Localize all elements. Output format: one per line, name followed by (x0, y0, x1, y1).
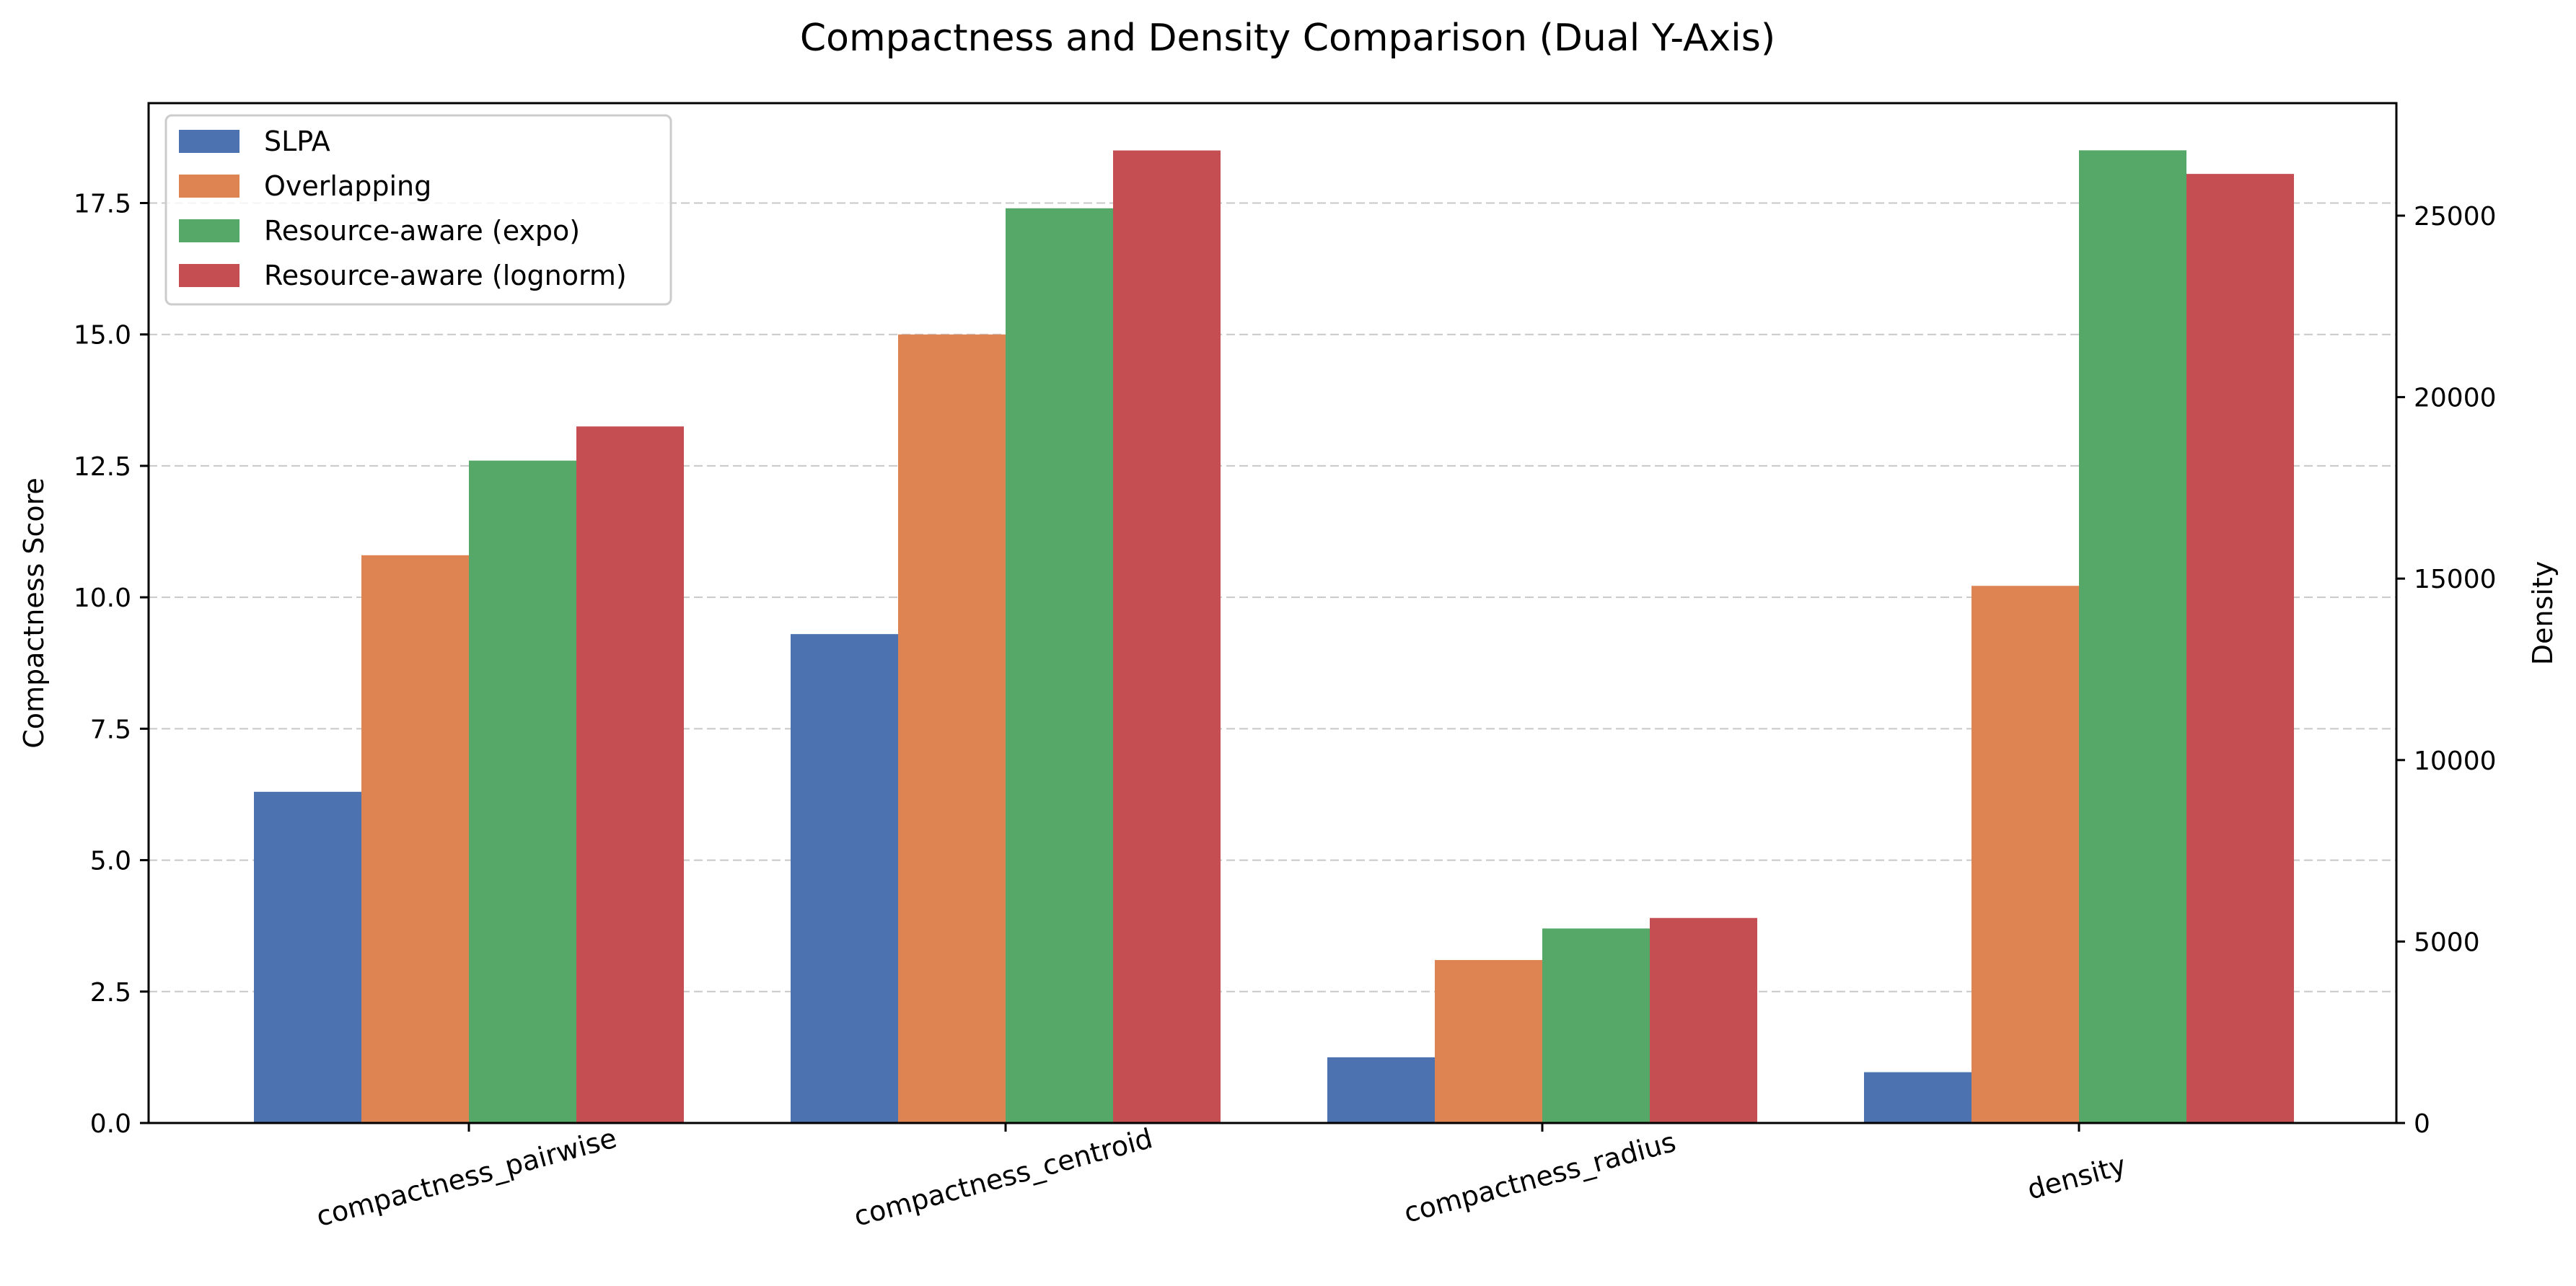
x-tick-label: compactness_radius (1401, 1126, 1679, 1229)
x-axis: compactness_pairwise compactness_centroid… (313, 1122, 2129, 1233)
bar (254, 791, 361, 1123)
legend-swatch (179, 130, 239, 153)
right-tick-label: 0 (2414, 1109, 2430, 1139)
bar (791, 634, 898, 1123)
bars (254, 150, 2294, 1124)
right-tick-label: 15000 (2414, 565, 2497, 594)
right-axis-label: Density (2527, 561, 2559, 665)
bar (1113, 150, 1221, 1124)
left-tick-label: 7.5 (90, 715, 131, 744)
chart-title: Compactness and Density Comparison (Dual… (800, 17, 1775, 60)
bar (1542, 928, 1650, 1123)
left-tick-label: 2.5 (90, 978, 131, 1008)
bar (1650, 917, 1757, 1123)
left-axis-label: Compactness Score (18, 477, 50, 749)
legend-label: Overlapping (264, 170, 431, 202)
bar (1435, 960, 1542, 1123)
legend-swatch (179, 264, 239, 287)
legend-swatch (179, 219, 239, 242)
left-tick-label: 5.0 (90, 847, 131, 876)
x-tick-label: density (2024, 1149, 2129, 1206)
bar (898, 334, 1006, 1123)
legend-label: Resource-aware (lognorm) (264, 260, 627, 291)
legend-label: SLPA (264, 125, 330, 157)
bar (1971, 586, 2079, 1123)
right-tick-label: 25000 (2414, 202, 2497, 232)
bar (1864, 1072, 1971, 1123)
bar (1327, 1057, 1435, 1123)
legend-swatch (179, 175, 239, 198)
left-tick-label: 10.0 (74, 583, 131, 613)
plot-area-frame (147, 102, 2398, 1124)
bar (361, 555, 469, 1123)
bar (576, 426, 684, 1123)
legend-label: Resource-aware (expo) (264, 215, 580, 247)
left-tick-label: 0.0 (90, 1109, 131, 1139)
x-tick-label: compactness_centroid (850, 1122, 1156, 1233)
bar (2186, 174, 2294, 1124)
right-y-axis: 0 5000 10000 15000 20000 25000 (2396, 202, 2497, 1139)
right-tick-label: 10000 (2414, 747, 2497, 776)
left-tick-label: 15.0 (74, 321, 131, 351)
bar (2079, 150, 2186, 1123)
legend-frame (164, 114, 672, 306)
left-y-axis: 0.0 2.5 5.0 7.5 10.0 12.5 15.0 17.5 (74, 189, 149, 1139)
bar (469, 460, 576, 1123)
right-tick-label: 20000 (2414, 384, 2497, 413)
right-tick-label: 5000 (2414, 928, 2480, 957)
x-tick-label: compactness_pairwise (313, 1122, 620, 1233)
left-tick-label: 12.5 (74, 452, 131, 482)
left-tick-label: 17.5 (74, 189, 131, 219)
legend: SLPA Overlapping Resource-aware (expo) Reso… (164, 114, 672, 306)
bar (1006, 208, 1113, 1123)
